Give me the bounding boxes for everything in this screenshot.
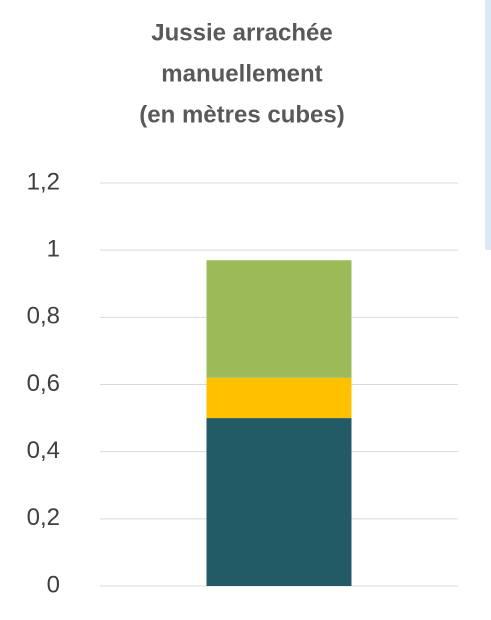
y-tick-label: 1 — [47, 236, 60, 263]
y-tick-label: 0,8 — [27, 303, 60, 330]
chart-title: manuellement — [161, 60, 322, 87]
bar-segment — [206, 377, 352, 419]
y-tick-label: 1,2 — [27, 168, 60, 195]
y-tick-label: 0,2 — [27, 504, 60, 531]
bar-segment — [206, 260, 352, 378]
chart-title: (en mètres cubes) — [139, 101, 344, 128]
side-strip — [485, 0, 491, 250]
y-tick-label: 0,6 — [27, 370, 60, 397]
chart-title: Jussie arrachée — [151, 19, 332, 46]
bar-segment — [206, 418, 352, 586]
y-tick-label: 0,4 — [27, 437, 60, 464]
y-tick-label: 0 — [47, 571, 60, 598]
